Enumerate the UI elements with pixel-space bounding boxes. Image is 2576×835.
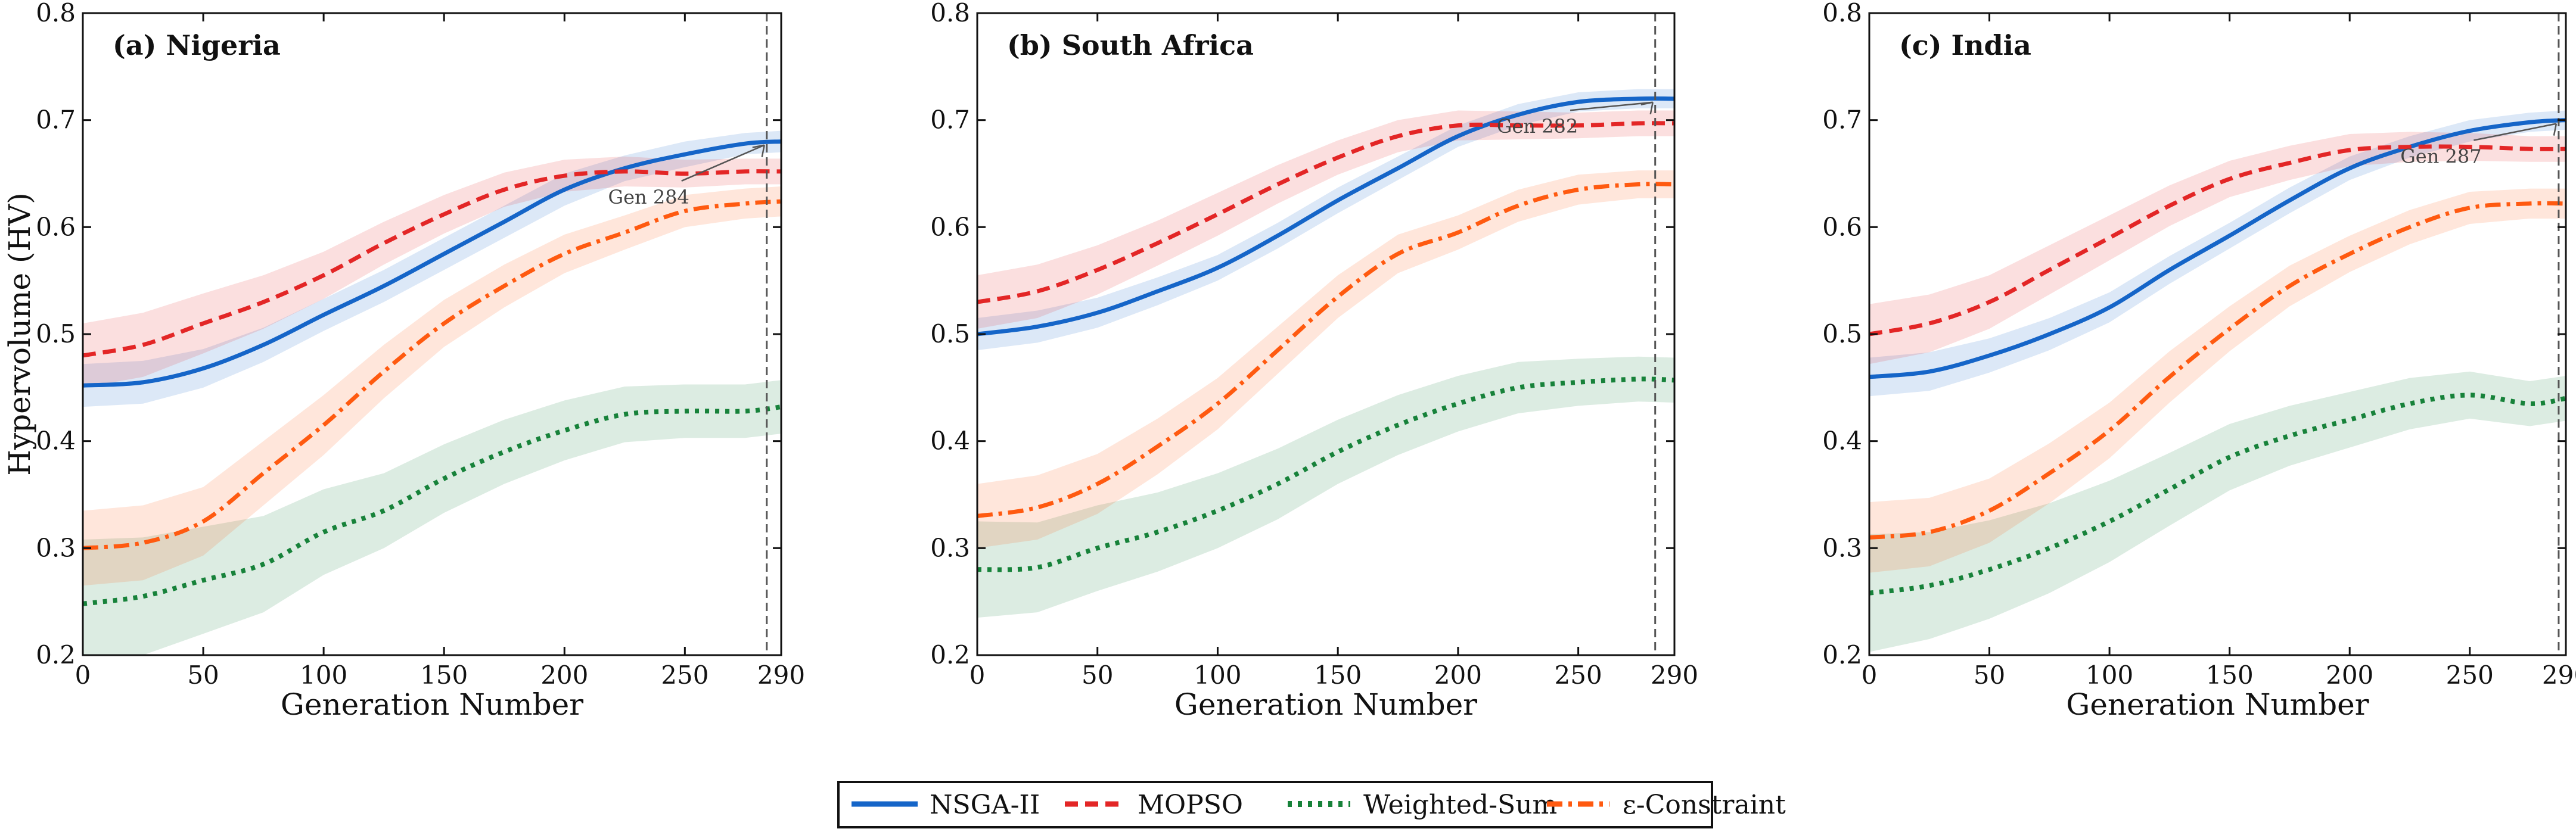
x-tick-label: 250 (661, 660, 709, 690)
y-tick-label: 0.5 (36, 319, 76, 348)
y-tick-label: 0.8 (36, 0, 76, 27)
x-axis-label: Generation Number (281, 687, 583, 722)
x-tick-label: 150 (1314, 660, 1362, 690)
x-tick-label: 290 (757, 660, 805, 690)
y-tick-label: 0.7 (36, 105, 76, 135)
y-tick-label: 0.7 (930, 105, 970, 135)
y-tick-label: 0.6 (36, 212, 76, 241)
legend-frame (837, 781, 1713, 828)
x-tick-label: 200 (2326, 660, 2373, 690)
y-tick-label: 0.4 (36, 426, 76, 456)
x-axis-label: Generation Number (1174, 687, 1477, 722)
y-tick-label: 0.3 (36, 533, 76, 562)
annotation-arrow (681, 144, 765, 182)
series-line--constraint (82, 199, 782, 550)
annotation-arrow (2474, 123, 2557, 141)
subplot-title: (a) Nigeria (113, 29, 281, 61)
x-tick-label: 100 (300, 660, 347, 690)
series-line-weighted-sum (977, 376, 1675, 572)
legend-label: MOPSO (1138, 790, 1243, 820)
x-tick-label: 0 (970, 660, 986, 690)
y-tick-label: 0.6 (930, 212, 970, 241)
series-line-weighted-sum (1869, 392, 2566, 596)
arrow-head-icon (752, 144, 765, 157)
y-tick-label: 0.2 (36, 640, 76, 669)
x-tick-label: 0 (75, 660, 91, 690)
series-line--constraint (977, 182, 1675, 518)
y-tick-label: 0.5 (930, 319, 970, 348)
annotation-label: Gen 282 (1497, 115, 1578, 138)
confidence-band-weighted-sum (83, 380, 781, 655)
series-line-nsga-ii (82, 139, 782, 388)
x-tick-label: 150 (2206, 660, 2254, 690)
confidence-band-nsga-ii (977, 89, 1674, 350)
legend-label: ε-Constraint (1623, 790, 1786, 820)
confidence-band-mopso (1869, 132, 2566, 364)
y-tick-label: 0.6 (1822, 212, 1862, 241)
series-line-mopso (82, 169, 782, 358)
confidence-band-weighted-sum (1869, 371, 2566, 652)
y-tick-label: 0.5 (1822, 319, 1862, 348)
subplot-title: (c) India (1899, 29, 2031, 61)
legend: NSGA-II MOPSO Weighted-Sum ε-Constraint (837, 781, 1786, 828)
confidence-band-mopso (977, 110, 1674, 329)
x-tick-label: 50 (1974, 660, 2005, 690)
x-tick-label: 50 (1082, 660, 1113, 690)
x-tick-label: 290 (1651, 660, 1698, 690)
annotation-label: Gen 284 (608, 186, 689, 208)
x-tick-label: 100 (2086, 660, 2133, 690)
confidence-band--constraint (83, 186, 781, 586)
confidence-band-weighted-sum (977, 356, 1674, 618)
x-tick-label: 150 (420, 660, 468, 690)
arrow-head-icon (1640, 101, 1654, 114)
subplot-title: (b) South Africa (1007, 29, 1254, 61)
subplot-1: 0.2 0.3 0.4 0.5 0.6 0.7 0.8 0 50 100 150 200 250 290 G… (2, 0, 805, 722)
x-tick-label: 0 (1862, 660, 1878, 690)
x-tick-label: 50 (187, 660, 219, 690)
series-line-nsga-ii (1869, 118, 2566, 379)
y-tick-label: 0.8 (1822, 0, 1862, 27)
series-line-mopso (1869, 144, 2566, 337)
y-tick-label: 0.3 (930, 533, 970, 562)
confidence-band--constraint (977, 170, 1674, 549)
y-tick-label: 0.3 (1822, 533, 1862, 562)
y-tick-label: 0.2 (930, 640, 970, 669)
x-tick-label: 250 (1555, 660, 1602, 690)
subplot-2: 0.2 0.3 0.4 0.5 0.6 0.7 0.8 0 50 100 150 200 250 290 G… (930, 0, 1698, 722)
y-tick-label: 0.4 (1822, 426, 1862, 456)
y-tick-label: 0.7 (1822, 105, 1862, 135)
y-tick-label: 0.4 (930, 426, 970, 456)
x-tick-label: 290 (2542, 660, 2576, 690)
annotation-arrow (1570, 101, 1653, 111)
y-axis-label: Hypervolume (HV) (2, 192, 37, 476)
x-tick-label: 100 (1194, 660, 1241, 690)
x-tick-label: 200 (540, 660, 588, 690)
legend-label: Weighted-Sum (1363, 790, 1557, 820)
confidence-band-mopso (83, 156, 781, 388)
series-line-mopso (977, 121, 1675, 304)
subplot-3: 0.2 0.3 0.4 0.5 0.6 0.7 0.8 0 50 100 150 200 250 290 G… (1822, 0, 2576, 722)
y-tick-label: 0.2 (1822, 640, 1862, 669)
arrow-head-icon (2544, 123, 2558, 136)
series-line-nsga-ii (977, 96, 1675, 337)
series-line-weighted-sum (82, 404, 782, 606)
confidence-band-nsga-ii (83, 130, 781, 407)
x-tick-label: 200 (1434, 660, 1482, 690)
x-tick-label: 250 (2446, 660, 2494, 690)
confidence-band-nsga-ii (1869, 110, 2566, 397)
series-line--constraint (1869, 201, 2566, 540)
legend-label: NSGA-II (930, 790, 1040, 820)
annotation-label: Gen 287 (2400, 145, 2481, 168)
y-tick-label: 0.8 (930, 0, 970, 27)
x-axis-label: Generation Number (2066, 687, 2369, 722)
